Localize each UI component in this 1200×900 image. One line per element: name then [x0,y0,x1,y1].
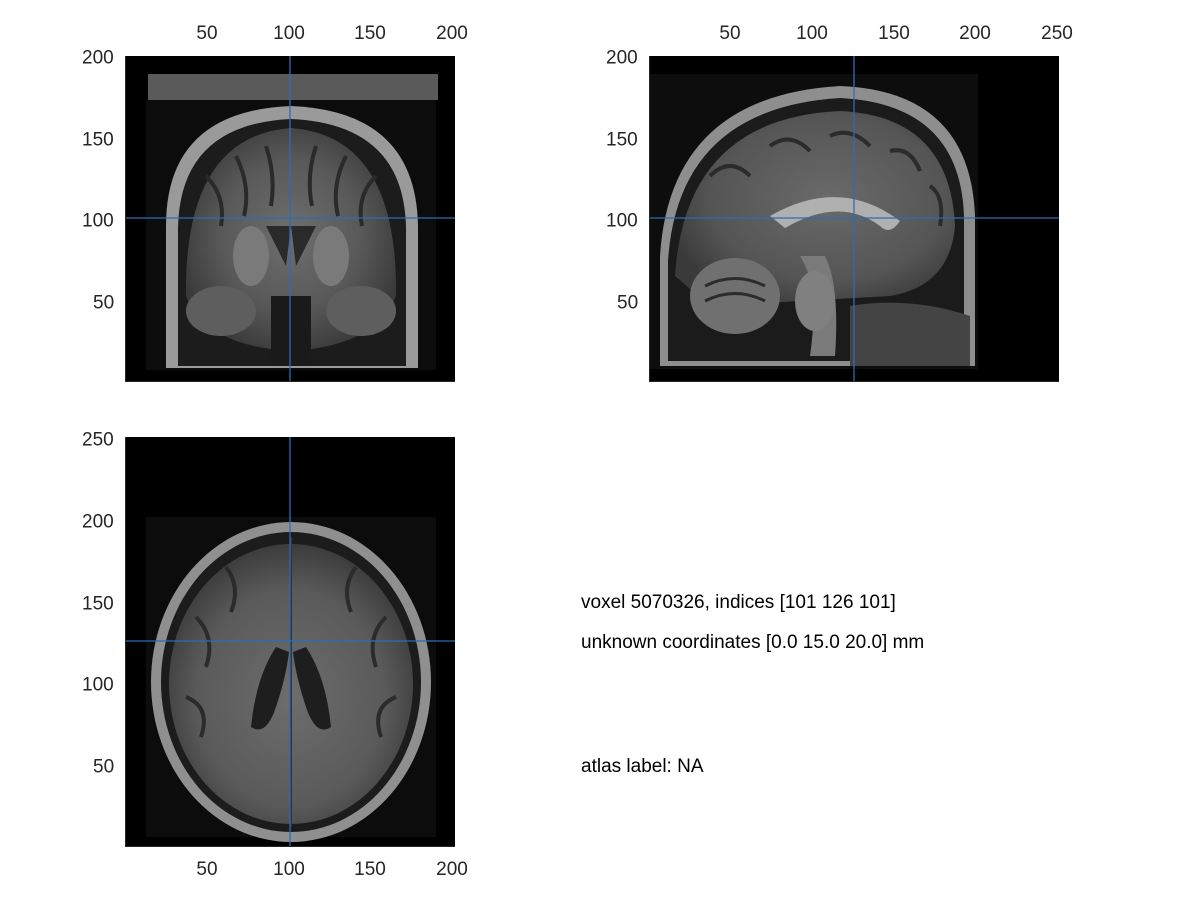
axial-y-tick: 50 [93,756,115,778]
coronal-slice-image [126,56,455,381]
coronal-x-tick: 100 [273,23,305,44]
axial-x-axis-line [125,846,455,847]
axial-view[interactable]: 50 100 150 200 250 200 150 100 50 [0,0,600,900]
sagittal-view[interactable]: 50 100 150 200 250 200 150 100 50 [0,0,1200,420]
sagittal-y-tick: 200 [606,47,638,69]
axial-y-tick: 100 [82,674,114,696]
axial-y-tick: 200 [82,511,114,533]
voxel-info-text: voxel 5070326, indices [101 126 101] [581,592,896,613]
coronal-y-axis-line [125,56,126,382]
axial-slice-frame[interactable] [126,437,455,846]
coronal-y-tick: 200 [82,47,114,69]
coordinates-info-text: unknown coordinates [0.0 15.0 20.0] mm [581,632,925,653]
coronal-x-axis-line [125,381,455,382]
sagittal-y-tick: 150 [606,129,638,151]
axial-x-tick: 100 [273,859,305,880]
axial-slice-image [126,437,455,846]
coronal-slice-frame[interactable] [126,56,455,381]
coronal-x-tick: 150 [354,23,386,44]
axial-x-tick: 200 [436,859,468,880]
sagittal-x-tick: 100 [796,23,828,44]
sagittal-x-tick: 50 [719,23,741,44]
coronal-y-tick: 100 [82,210,114,232]
sagittal-y-tick: 50 [617,292,639,314]
axial-y-tick: 150 [82,593,114,615]
coronal-view[interactable]: 50 100 150 200 200 150 100 50 [0,0,600,420]
coronal-y-tick: 150 [82,129,114,151]
axial-x-tick: 150 [354,859,386,880]
sagittal-x-tick: 150 [878,23,910,44]
axial-x-tick: 50 [196,859,218,880]
coronal-y-tick: 50 [93,292,115,314]
sagittal-slice-frame[interactable] [650,56,1059,381]
sagittal-y-tick: 100 [606,210,638,232]
sagittal-x-tick: 200 [959,23,991,44]
coronal-x-tick: 50 [196,23,218,44]
axial-y-axis-line [125,437,126,847]
axial-y-tick: 250 [82,429,114,451]
sagittal-slice-image [650,56,1059,381]
atlas-label-text: atlas label: NA [581,756,704,777]
sagittal-x-axis-line [649,381,1059,382]
coronal-x-tick: 200 [436,23,468,44]
sagittal-y-axis-line [649,56,650,382]
sagittal-x-tick: 250 [1041,23,1073,44]
